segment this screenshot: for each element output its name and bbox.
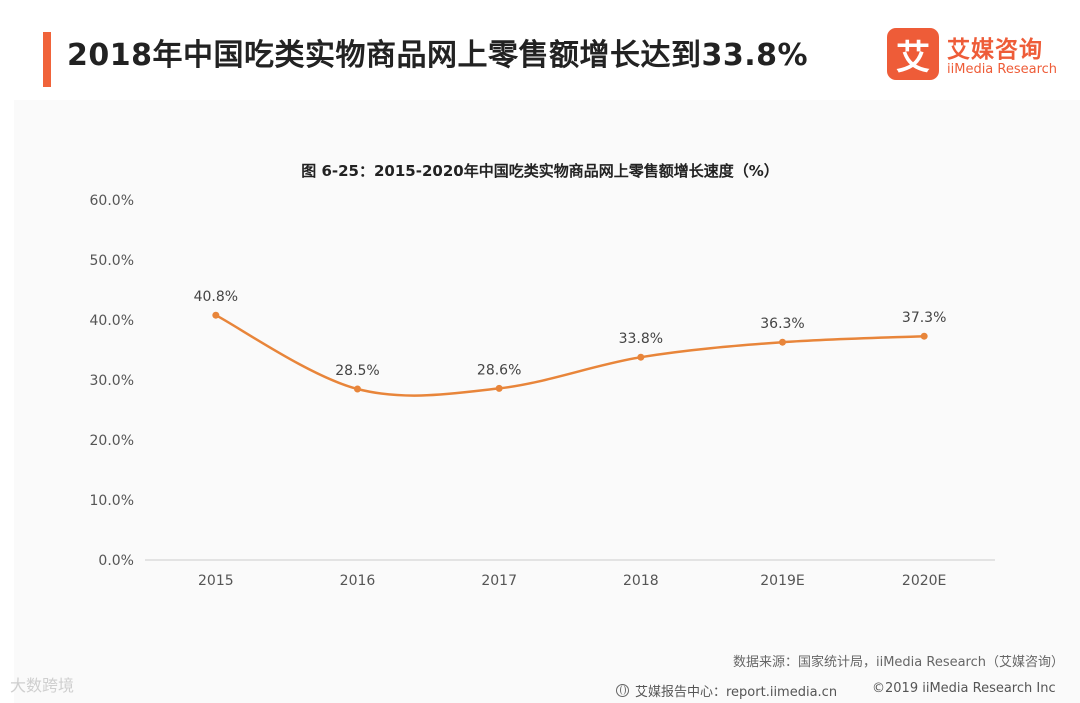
globe-icon	[616, 684, 629, 697]
data-point	[212, 311, 220, 319]
data-label: 28.5%	[335, 363, 379, 379]
report-center-footer: 艾媒报告中心：report.iimedia.cn	[616, 681, 837, 700]
copyright-text: ©2019 iiMedia Research Inc	[872, 681, 1056, 696]
logo-name-cn: 艾媒咨询	[947, 37, 1043, 63]
series-line	[215, 314, 925, 397]
y-tick-label: 50.0%	[90, 253, 134, 269]
data-label: 36.3%	[760, 316, 804, 332]
x-tick-label: 2016	[340, 573, 376, 589]
data-point	[779, 338, 786, 346]
x-tick-label: 2020E	[902, 573, 946, 589]
x-tick-label: 2017	[481, 573, 517, 589]
data-point	[495, 384, 503, 392]
chart-title: 图 6-25：2015-2020年中国吃类实物商品网上零售额增长速度（%）	[301, 162, 779, 180]
data-point	[920, 332, 928, 340]
y-tick-label: 40.0%	[90, 313, 134, 329]
x-tick-label: 2018	[623, 573, 659, 589]
data-label: 40.8%	[194, 289, 238, 305]
brand-logo: 艾 艾媒咨询 iiMedia Research	[887, 28, 1067, 84]
y-tick-label: 30.0%	[90, 373, 134, 389]
data-point	[354, 385, 361, 393]
watermark-text: 大数跨境	[10, 676, 75, 695]
data-label: 37.3%	[902, 310, 946, 326]
title-accent-bar	[43, 32, 51, 87]
data-label: 33.8%	[619, 331, 663, 347]
logo-name-en: iiMedia Research	[947, 62, 1058, 77]
report-center-text: 艾媒报告中心：report.iimedia.cn	[635, 685, 838, 700]
data-source-note: 数据来源：国家统计局，iiMedia Research（艾媒咨询）	[732, 655, 1064, 670]
data-point	[637, 353, 645, 361]
y-tick-label: 0.0%	[98, 553, 134, 569]
x-tick-label: 2015	[198, 573, 234, 589]
data-label: 28.6%	[477, 362, 521, 378]
chart-panel	[14, 100, 1080, 703]
page-headline: 2018年中国吃类实物商品网上零售额增长达到33.8%	[67, 38, 809, 73]
y-tick-label: 20.0%	[90, 433, 134, 449]
logo-mark-icon: 艾	[887, 28, 939, 80]
y-tick-label: 10.0%	[90, 493, 134, 509]
x-tick-label: 2019E	[760, 573, 804, 589]
y-tick-label: 60.0%	[90, 193, 134, 209]
